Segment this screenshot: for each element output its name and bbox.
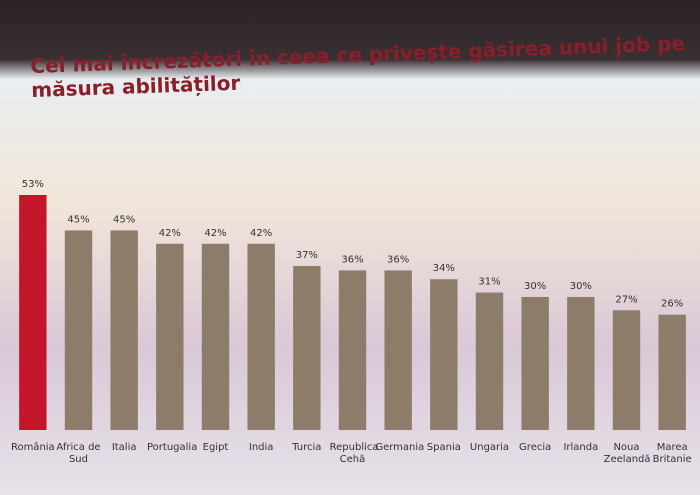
bar [19,195,47,430]
bar [475,292,504,430]
x-tick-label: Spania [426,442,461,453]
bar [247,243,275,430]
x-tick-label: Grecia [519,442,552,453]
x-tick-label: Africa de Sud [56,442,101,465]
bar [64,230,93,430]
value-label: 34% [433,263,455,274]
value-label: 42% [159,228,181,239]
bar [430,279,458,430]
bar [156,243,184,430]
bar [612,310,641,430]
x-tick-label: Marea Britanie [652,442,692,465]
value-label: 31% [478,277,500,288]
value-label: 45% [113,214,135,225]
value-label: 42% [204,228,226,239]
value-label: 26% [661,299,683,310]
value-label: 53% [22,179,44,190]
bar [338,270,367,430]
x-tick-label: Ungaria [469,442,510,453]
bar [293,265,321,430]
x-tick-label: Noua Zeelandă [603,442,651,465]
bar [384,270,412,430]
x-tick-label: Republica Cehă [329,442,379,465]
bar [110,230,138,430]
x-tick-label: Irlanda [563,442,599,453]
bar [201,243,230,430]
x-tick-label: India [248,442,274,453]
x-tick-label: Portugalia [147,442,198,453]
x-tick-label: Italia [111,442,137,453]
value-label: 30% [570,281,592,292]
value-label: 45% [67,214,89,225]
value-label: 37% [296,250,318,261]
value-label: 42% [250,228,272,239]
x-tick-label: Egipt [202,442,229,453]
bar [567,296,595,430]
bar [658,314,686,430]
value-label: 30% [524,281,546,292]
bar [521,296,549,430]
x-tick-label: România [10,442,55,453]
x-tick-label: Germania [375,442,425,453]
value-label: 27% [615,294,637,305]
value-label: 36% [341,254,363,265]
x-tick-label: Turcia [292,442,322,453]
value-label: 36% [387,254,409,265]
